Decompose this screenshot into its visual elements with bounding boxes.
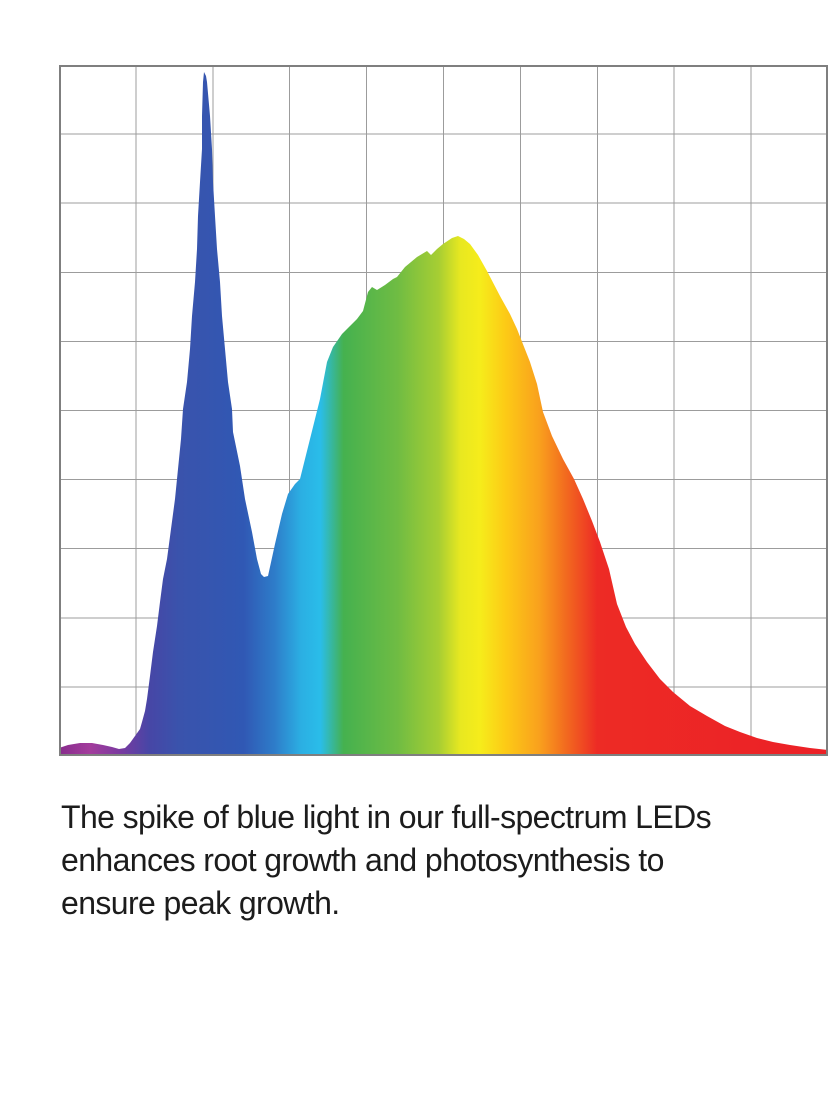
caption-line: ensure peak growth. <box>61 885 340 921</box>
spectral-power-area <box>59 72 828 756</box>
caption-line: enhances root growth and photosynthesis … <box>61 842 664 878</box>
caption-line: The spike of blue light in our full-spec… <box>61 799 712 835</box>
spectrum-svg <box>59 65 828 756</box>
caption: The spike of blue light in our full-spec… <box>61 796 801 925</box>
chart-border <box>59 65 828 756</box>
spectrum-chart <box>59 65 828 756</box>
